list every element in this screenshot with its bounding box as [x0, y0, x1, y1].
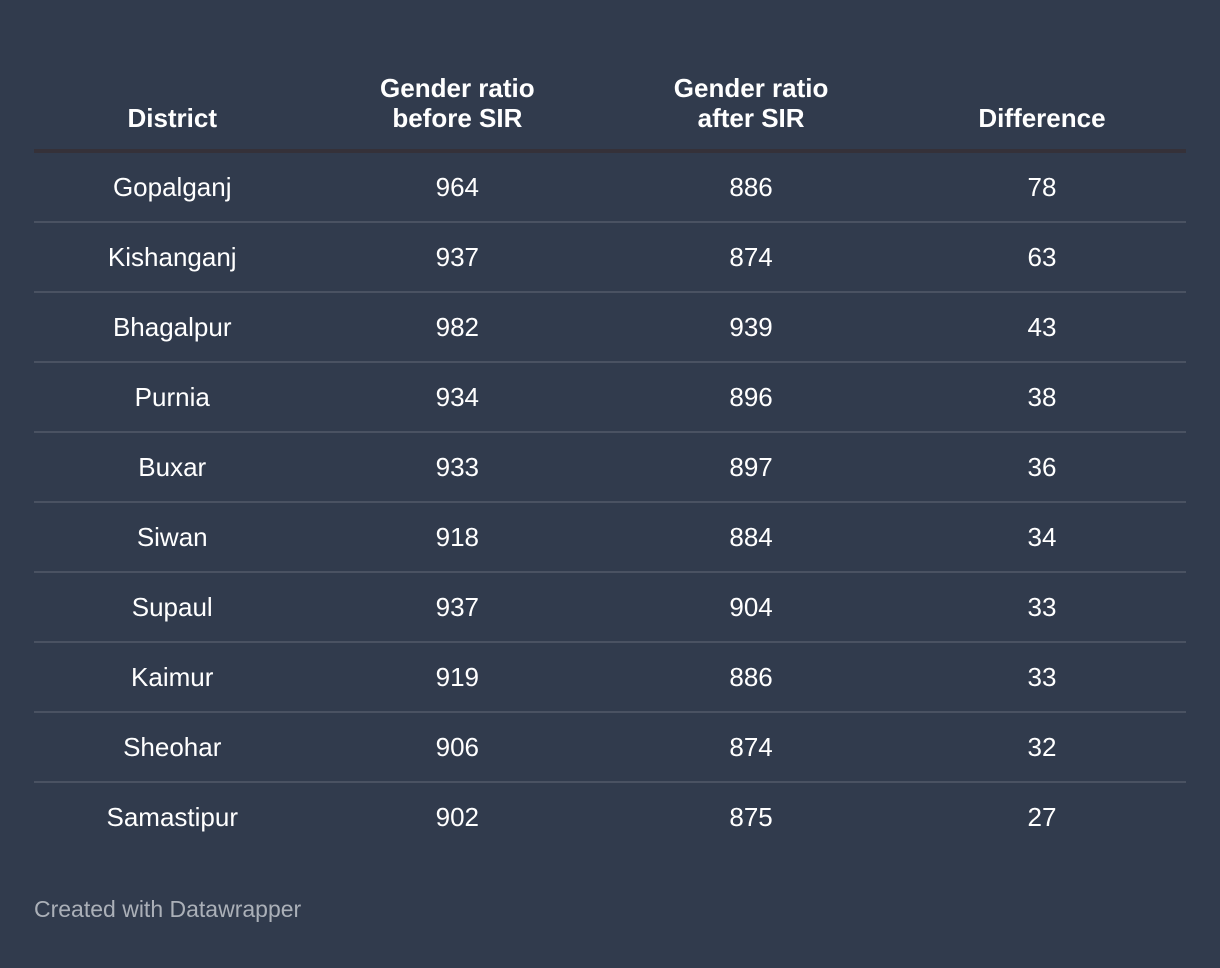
cell-after-sir: 874 [604, 222, 898, 293]
cell-district: Siwan [34, 502, 311, 573]
table-row: Bhagalpur 982 939 43 [34, 292, 1186, 363]
cell-difference: 34 [897, 502, 1186, 573]
cell-before-sir: 937 [310, 222, 605, 293]
cell-difference: 33 [897, 572, 1186, 643]
cell-after-sir: 939 [604, 292, 898, 363]
cell-district: Bhagalpur [34, 292, 311, 363]
cell-before-sir: 937 [310, 572, 605, 643]
table-row: Kaimur 919 886 33 [34, 642, 1186, 713]
column-header-before-sir: Gender ratio before SIR [310, 0, 605, 153]
cell-difference: 32 [897, 712, 1186, 783]
cell-difference: 36 [897, 432, 1186, 503]
cell-difference: 78 [897, 151, 1186, 223]
cell-before-sir: 919 [310, 642, 605, 713]
cell-before-sir: 933 [310, 432, 605, 503]
cell-difference: 33 [897, 642, 1186, 713]
cell-after-sir: 896 [604, 362, 898, 433]
cell-after-sir: 875 [729, 801, 773, 832]
cell-before-sir: 964 [310, 151, 605, 223]
table-row: Purnia 934 896 38 [34, 362, 1186, 433]
cell-district: Supaul [34, 572, 311, 643]
cell-difference: 27 [1027, 801, 1057, 832]
cell-after-sir: 886 [604, 151, 898, 223]
cell-district: Kaimur [34, 642, 311, 713]
cell-before-sir: 982 [310, 292, 605, 363]
cell-after-sir: 886 [604, 642, 898, 713]
cell-district: Kishanganj [34, 222, 311, 293]
table-header-row: District Gender ratio before SIR Gender … [34, 0, 1186, 153]
cell-difference: 38 [897, 362, 1186, 433]
cell-before-sir: 906 [310, 712, 605, 783]
cell-district: Gopalganj [34, 151, 311, 223]
table-row: Kishanganj 937 874 63 [34, 222, 1186, 293]
table-row: Siwan 918 884 34 [34, 502, 1186, 573]
table-row: Samastipur 902 875 27 [34, 782, 1186, 851]
cell-after-sir: 884 [604, 502, 898, 573]
cell-before-sir: 918 [310, 502, 605, 573]
cell-district: Buxar [34, 432, 311, 503]
cell-district: Purnia [34, 362, 311, 433]
cell-district: Samastipur [106, 801, 238, 832]
cell-after-sir: 897 [604, 432, 898, 503]
cell-district: Sheohar [34, 712, 311, 783]
cell-difference: 43 [897, 292, 1186, 363]
cell-difference: 63 [897, 222, 1186, 293]
cell-after-sir: 874 [604, 712, 898, 783]
column-header-after-sir: Gender ratio after SIR [604, 0, 898, 153]
gender-ratio-table: District Gender ratio before SIR Gender … [34, 0, 1186, 851]
cell-after-sir: 904 [604, 572, 898, 643]
cell-before-sir: 934 [310, 362, 605, 433]
table-row: Buxar 933 897 36 [34, 432, 1186, 503]
table-row: Sheohar 906 874 32 [34, 712, 1186, 783]
cell-before-sir: 902 [435, 801, 480, 832]
datawrapper-credit-link[interactable]: Created with Datawrapper [34, 896, 302, 922]
column-header-difference: Difference [897, 0, 1186, 153]
table-row: Supaul 937 904 33 [34, 572, 1186, 643]
table-row: Gopalganj 964 886 78 [34, 151, 1186, 223]
column-header-district: District [34, 0, 311, 153]
